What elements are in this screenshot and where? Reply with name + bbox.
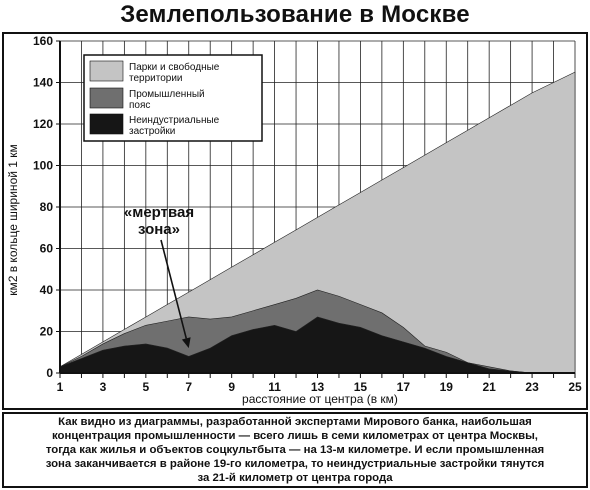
x-tick-label: 19 [440, 380, 454, 394]
legend: Парки и свободные территории Промышленный… [83, 54, 263, 142]
legend-label-parks: Парки и свободные территории [129, 61, 220, 84]
x-tick-label: 5 [142, 380, 149, 394]
x-tick-label: 17 [397, 380, 411, 394]
legend-label-line: застройки [129, 126, 175, 137]
annotation-arrow-head [181, 337, 191, 349]
legend-label-line: пояс [129, 100, 150, 111]
legend-label-nonindustrial: Неиндустриальные застройки [129, 115, 220, 137]
annotation-line-2: зона» [138, 221, 180, 238]
y-axis-label: км2 в кольце шириной 1 км [6, 144, 20, 296]
x-tick-label: 3 [100, 380, 107, 394]
x-tick-label: 9 [228, 380, 235, 394]
page-title: Землепользование в Москве [120, 1, 470, 28]
x-axis-label: расстояние от центра (в км) [242, 392, 398, 406]
x-tick-label: 21 [482, 380, 496, 394]
area-parks [59, 71, 576, 374]
legend-swatch-nonindustrial [89, 113, 124, 135]
x-tick-label: 15 [354, 380, 368, 394]
annotation-arrow-line [160, 239, 188, 339]
legend-label-line: Промышленный [129, 89, 205, 100]
legend-label-line: Парки и свободные [129, 61, 220, 73]
x-tick-label: 11 [268, 380, 281, 394]
y-tick-label: 40 [40, 283, 54, 297]
legend-label-line: Неиндустриальные [129, 115, 220, 126]
x-tick-label: 13 [311, 380, 325, 394]
legend-swatch-industrial [89, 87, 124, 109]
area-nonindustrial [59, 316, 575, 374]
x-tick-label: 7 [185, 380, 192, 394]
x-tick-label: 25 [568, 380, 582, 394]
area-layer [59, 71, 576, 374]
x-tick-label: 1 [57, 380, 64, 394]
annotation-line-1: «мертвая [124, 204, 194, 221]
y-tick-label: 0 [46, 366, 53, 380]
legend-swatch-parks [89, 60, 124, 82]
y-tick-label: 140 [33, 76, 53, 90]
y-tick-label: 80 [40, 200, 54, 214]
y-tick-label: 160 [33, 34, 53, 48]
y-axis-ticks: 0 20 40 60 80 100 120 140 160 [33, 34, 60, 380]
chart-panel: 1 3 5 7 9 11 13 15 17 19 21 23 25 0 20 40 60 80 100 120 140… [2, 32, 588, 410]
x-tick-label: 23 [525, 380, 539, 394]
y-tick-label: 100 [33, 159, 53, 173]
legend-label-industrial: Промышленный пояс [129, 89, 205, 111]
y-tick-label: 20 [40, 325, 54, 339]
chart-svg: 1 3 5 7 9 11 13 15 17 19 21 23 25 020406080100120140… [6, 34, 582, 406]
caption-panel: Как видно из диаграммы, разработанной эк… [2, 412, 588, 488]
x-axis-ticks: 1 3 5 7 9 11 13 15 17 19 21 23 25 [57, 373, 582, 394]
legend-label-line: территории [129, 73, 183, 84]
y-tick-label: 120 [33, 117, 53, 131]
caption-text: Как видно из диаграммы, разработанной эк… [45, 416, 545, 484]
y-tick-label: 60 [40, 242, 54, 256]
dead-zone-annotation: «мертвая зона» [124, 204, 194, 349]
